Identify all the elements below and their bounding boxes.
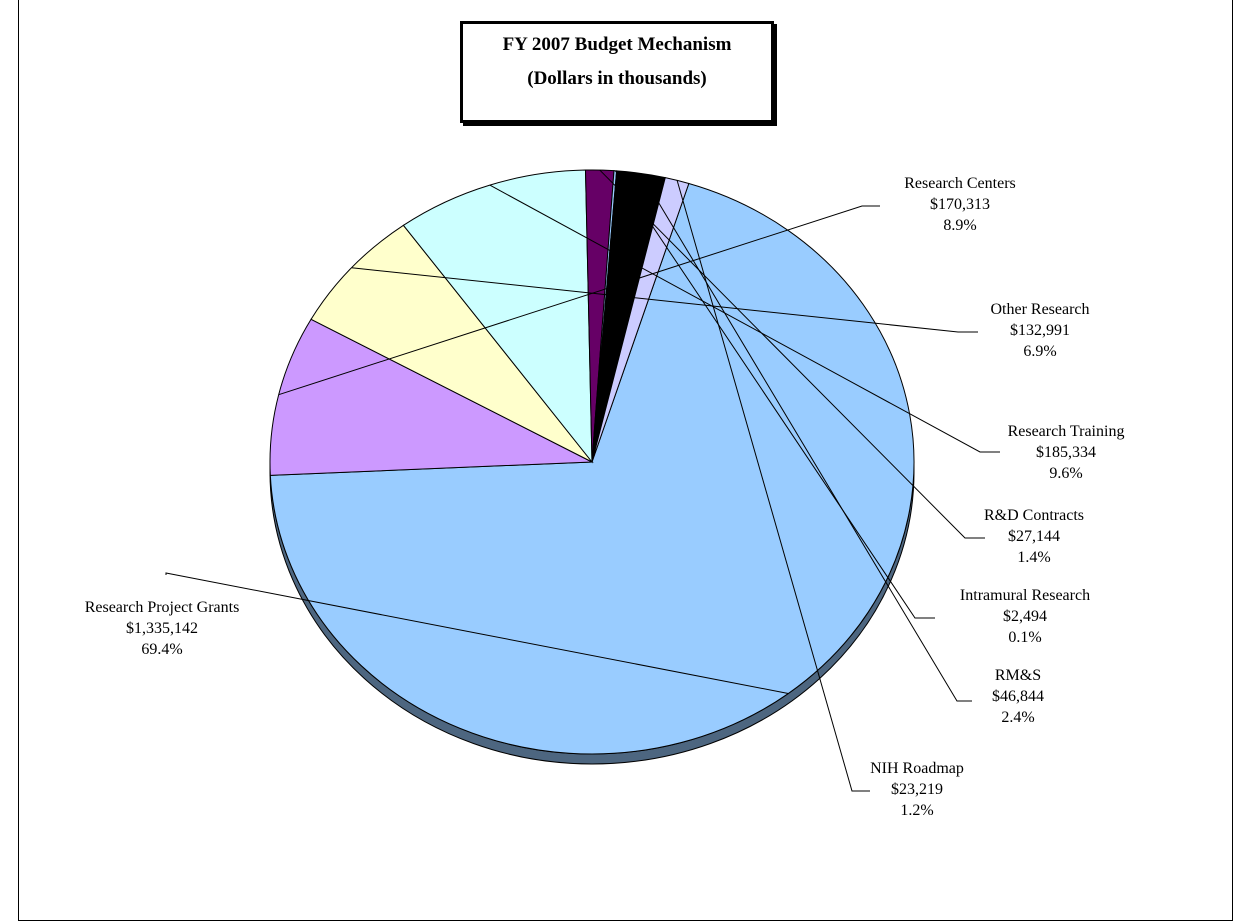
pie-slice-research-project-grants xyxy=(269,182,915,755)
slice-label-amount: $132,991 xyxy=(1010,322,1070,339)
leader-line xyxy=(676,180,870,792)
slice-label-name: Research Training xyxy=(1008,423,1125,440)
pie-slices xyxy=(269,169,915,755)
slice-label-name: Intramural Research xyxy=(960,587,1090,604)
slice-label-percent: 2.4% xyxy=(1001,709,1034,726)
slice-label-name: NIH Roadmap xyxy=(870,760,964,777)
slice-label-percent: 8.9% xyxy=(943,217,976,234)
slice-label-amount: $1,335,142 xyxy=(126,620,198,637)
leader-line xyxy=(640,173,972,702)
leader-line xyxy=(599,169,985,539)
chart-title: FY 2007 Budget Mechanism xyxy=(502,34,732,55)
slice-label-amount: $185,334 xyxy=(1036,444,1096,461)
leader-lines xyxy=(165,169,1000,792)
slice-label-amount: $46,844 xyxy=(992,688,1044,705)
slice-label-name: RM&S xyxy=(995,667,1041,684)
chart-title-box: FY 2007 Budget Mechanism (Dollars in tho… xyxy=(460,21,774,123)
slice-label-name: Research Project Grants xyxy=(85,599,240,616)
slice-label-percent: 9.6% xyxy=(1049,465,1082,482)
slice-labels: Research Project Grants $1,335,142 69.4% Re… xyxy=(85,175,1125,819)
slice-label-percent: 1.4% xyxy=(1017,549,1050,566)
slice-label-percent: 6.9% xyxy=(1023,343,1056,360)
slice-label-amount: $23,219 xyxy=(891,781,943,798)
leader-line xyxy=(278,205,880,396)
slice-label-amount: $2,494 xyxy=(1003,608,1047,625)
slice-label-amount: $170,313 xyxy=(930,196,990,213)
leader-line xyxy=(489,184,1000,453)
chart-subtitle: (Dollars in thousands) xyxy=(527,68,707,89)
slice-label-percent: 0.1% xyxy=(1008,629,1041,646)
leader-line xyxy=(614,170,935,619)
slice-label-percent: 69.4% xyxy=(141,641,182,658)
slice-label-percent: 1.2% xyxy=(900,802,933,819)
leader-line xyxy=(165,572,789,694)
slice-label-name: Other Research xyxy=(990,301,1089,318)
pie-slice-research-centers xyxy=(269,318,594,476)
slice-label-name: Research Centers xyxy=(904,175,1016,192)
slice-label-amount: $27,144 xyxy=(1008,528,1060,545)
slice-label-name: R&D Contracts xyxy=(984,507,1084,524)
leader-line xyxy=(351,267,978,333)
